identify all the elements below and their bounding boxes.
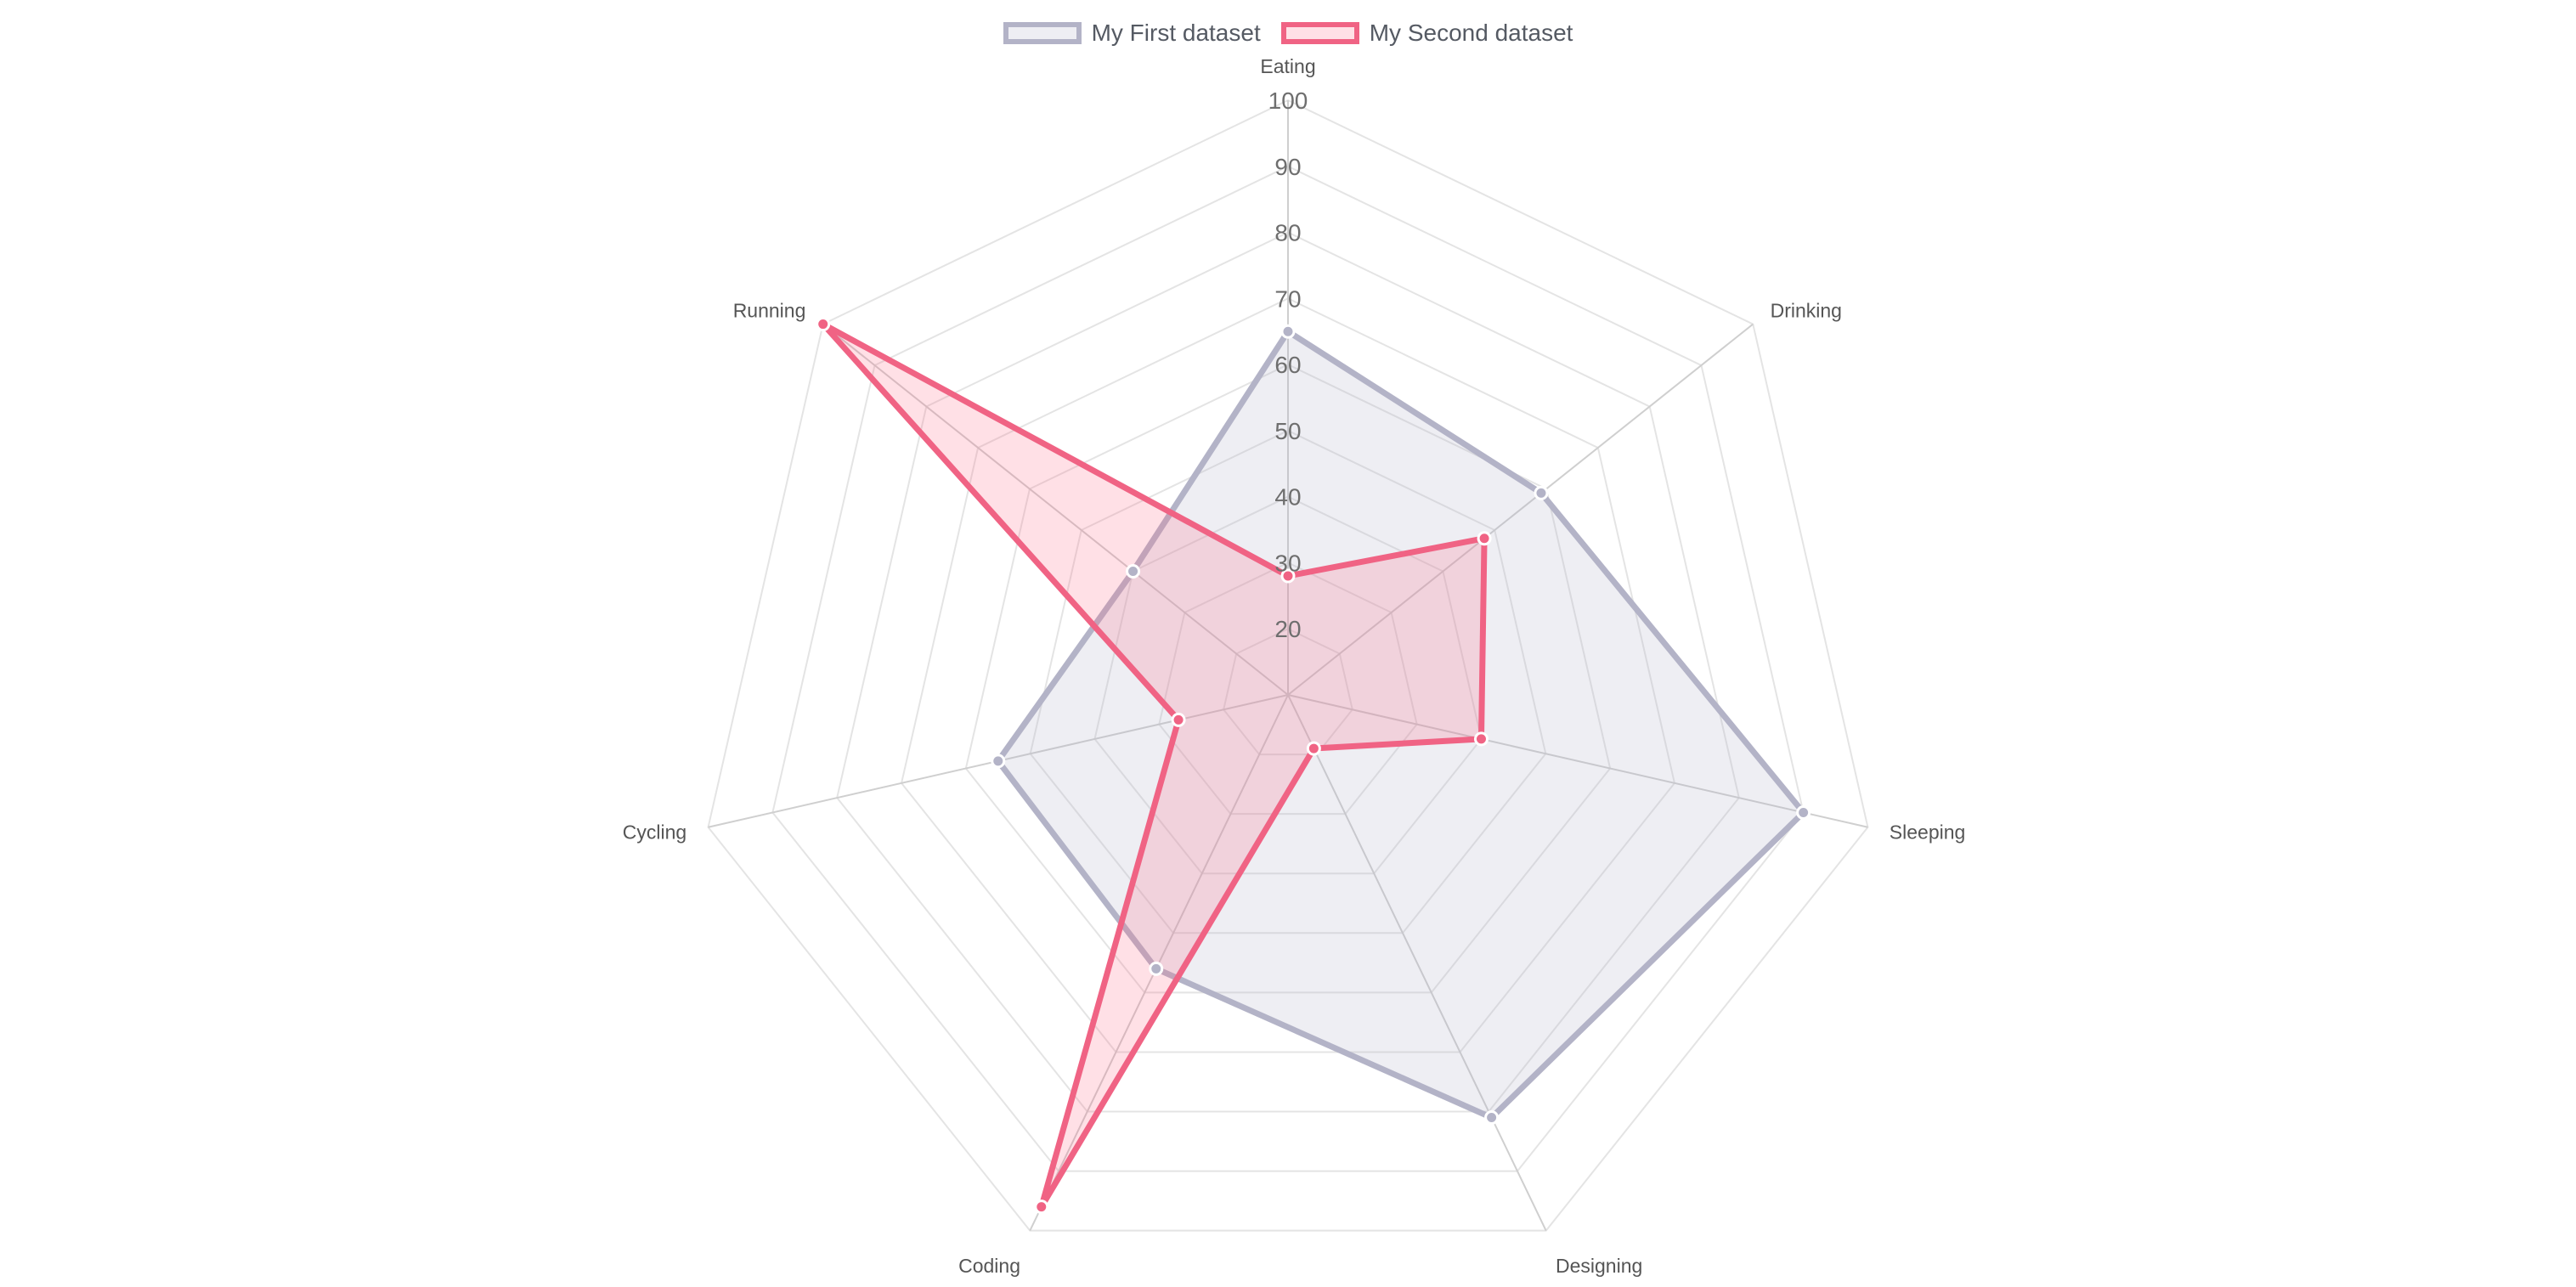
radial-tick-label: 40 bbox=[1274, 484, 1301, 511]
series-1-point[interactable] bbox=[1534, 485, 1549, 500]
series-2-point[interactable] bbox=[1473, 731, 1489, 747]
angle-line bbox=[1287, 694, 1868, 828]
angle-line bbox=[822, 323, 1289, 696]
axis-label-running: Running bbox=[733, 299, 806, 321]
grid-ring bbox=[1223, 628, 1353, 756]
series-2-point[interactable] bbox=[1034, 1200, 1049, 1215]
radial-ticks: 20 30 40 50 60 70 80 90 100 bbox=[1268, 87, 1308, 642]
legend-item-first-dataset[interactable]: My First dataset bbox=[1003, 20, 1261, 47]
series-2-point[interactable] bbox=[1477, 531, 1492, 546]
grid-ring bbox=[900, 297, 1676, 1053]
radial-tick-label: 90 bbox=[1274, 154, 1301, 180]
series-2-point[interactable] bbox=[1280, 568, 1296, 584]
radial-tick-label: 50 bbox=[1274, 418, 1301, 444]
radial-tick-label: 80 bbox=[1274, 220, 1301, 246]
series-1-point[interactable] bbox=[1484, 1110, 1500, 1126]
series-1-point[interactable] bbox=[991, 754, 1006, 769]
angle-line bbox=[1287, 694, 1547, 1232]
series-1-point[interactable] bbox=[1280, 324, 1296, 339]
series-2-point[interactable] bbox=[1171, 712, 1186, 727]
radial-tick-label: 30 bbox=[1274, 550, 1301, 576]
legend-item-second-dataset[interactable]: My Second dataset bbox=[1280, 20, 1573, 47]
grid-ring bbox=[836, 231, 1740, 1113]
series-2-point[interactable] bbox=[816, 317, 831, 332]
series-2-area bbox=[821, 321, 1488, 1209]
legend-swatch-second-dataset bbox=[1280, 22, 1359, 44]
series-2-point[interactable] bbox=[1306, 741, 1321, 756]
grid-ring bbox=[707, 99, 1869, 1232]
radial-tick-label: 70 bbox=[1274, 285, 1301, 312]
axis-label-coding: Coding bbox=[958, 1255, 1020, 1277]
axis-label-designing: Designing bbox=[1556, 1255, 1642, 1277]
radial-tick-label: 60 bbox=[1274, 352, 1301, 378]
legend-label-second-dataset: My Second dataset bbox=[1369, 20, 1573, 46]
radial-tick-label: 20 bbox=[1274, 616, 1301, 642]
series-1-point[interactable] bbox=[1149, 961, 1164, 976]
angle-line bbox=[1287, 323, 1754, 696]
radar-series bbox=[816, 317, 1811, 1215]
legend-swatch-first-dataset bbox=[1003, 22, 1082, 44]
axis-label-drinking: Drinking bbox=[1771, 299, 1842, 321]
radar-grid bbox=[707, 99, 1869, 1232]
axis-labels: Eating Drinking Sleeping Designing Coding Cyc… bbox=[623, 55, 1966, 1277]
grid-ring bbox=[771, 165, 1805, 1172]
grid-ring bbox=[1029, 429, 1547, 934]
grid-ring bbox=[1093, 495, 1483, 875]
axis-label-eating: Eating bbox=[1260, 55, 1315, 77]
legend: My First dataset My Second dataset bbox=[0, 15, 2576, 51]
radial-tick-label: 100 bbox=[1268, 87, 1308, 114]
grid-ring bbox=[964, 364, 1612, 994]
grid-ring bbox=[1158, 562, 1418, 816]
legend-label-first-dataset: My First dataset bbox=[1091, 20, 1261, 46]
series-1-point[interactable] bbox=[1126, 564, 1141, 579]
axis-label-sleeping: Sleeping bbox=[1890, 821, 1966, 844]
axis-label-cycling: Cycling bbox=[623, 821, 686, 844]
series-1-point[interactable] bbox=[1796, 804, 1811, 820]
